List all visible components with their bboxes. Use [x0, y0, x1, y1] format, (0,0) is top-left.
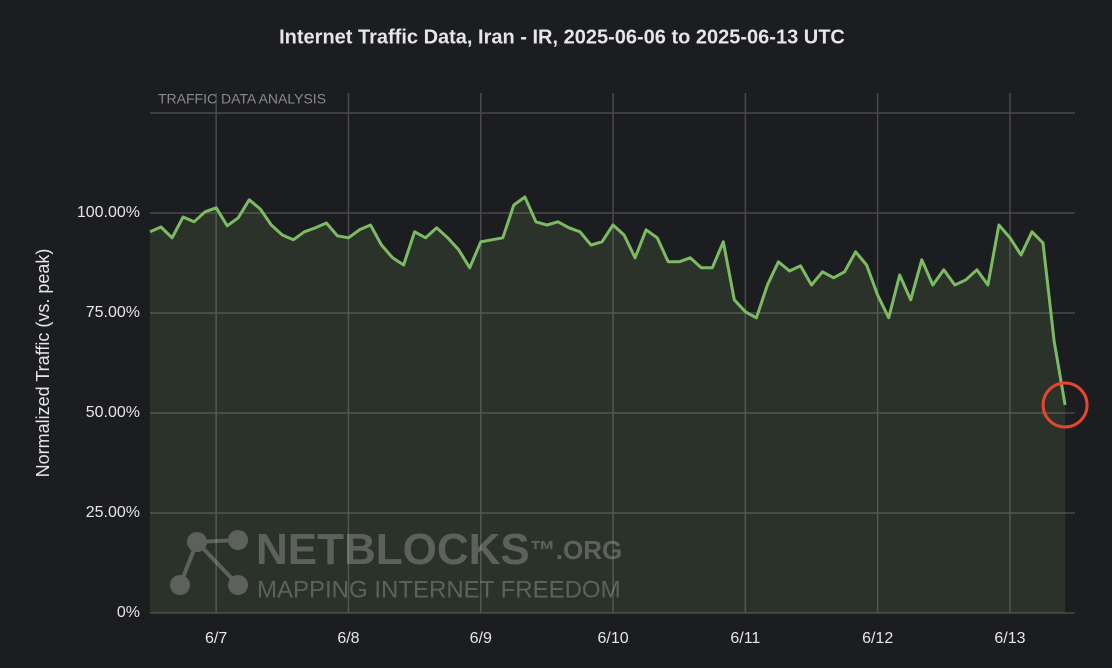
y-tick-label: 75.00% [86, 304, 140, 321]
x-tick-label: 6/7 [205, 630, 227, 647]
subtitle: TRAFFIC DATA ANALYSIS [158, 91, 326, 107]
x-tick-label: 6/12 [862, 630, 893, 647]
watermark-logo [170, 530, 248, 595]
area [150, 197, 1066, 613]
x-tick-label: 6/10 [597, 630, 628, 647]
x-tick-label: 6/8 [337, 630, 359, 647]
line [149, 195, 1067, 406]
x-tick-label: 6/11 [730, 630, 760, 647]
y-tick-label: 0% [117, 604, 140, 621]
brand: NETBLOCKS [256, 525, 530, 574]
watermark-brand: NETBLOCKS™.ORG [256, 525, 622, 574]
x-tick-label: 6/13 [994, 630, 1025, 647]
y-tick-label: 25.00% [86, 504, 140, 521]
y-axis-label: Normalized Traffic (vs. peak) [33, 249, 53, 478]
chart-title: Internet Traffic Data, Iran - IR, 2025-0… [279, 26, 845, 48]
brand-suffix: ™.ORG [530, 535, 622, 565]
x-tick-label: 6/9 [470, 630, 492, 647]
watermark-tagline: MAPPING INTERNET FREEDOM [257, 576, 621, 603]
y-tick-label: 50.00% [86, 404, 140, 421]
y-tick-label: 100.00% [77, 204, 140, 221]
highlight-circle [1041, 381, 1089, 429]
